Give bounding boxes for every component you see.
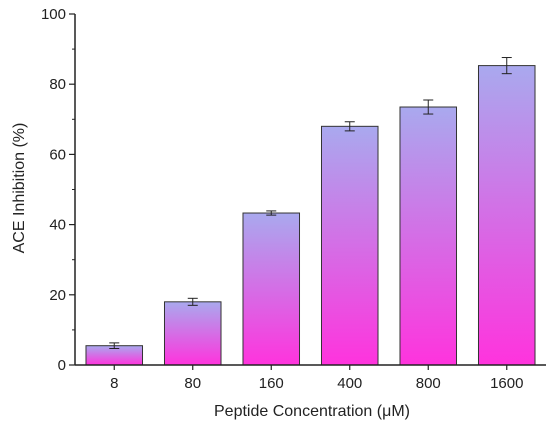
axes-group	[74, 14, 546, 366]
bar-80	[163, 301, 222, 366]
x-tick-label-80: 80	[184, 375, 201, 392]
y-ticks-group: 0 20 40 60 80 100	[41, 6, 75, 374]
y-tick-label-60: 60	[49, 146, 66, 163]
y-tick-label-100: 100	[41, 6, 66, 23]
x-tick-label-800: 800	[416, 375, 441, 392]
error-bars-group	[109, 57, 512, 350]
x-tick-label-8: 8	[110, 375, 118, 392]
bar-400	[320, 125, 379, 366]
bar-1600	[477, 65, 536, 366]
y-tick-label-40: 40	[49, 217, 66, 234]
x-axis-title: Peptide Concentration (μM)	[214, 403, 410, 420]
y-tick-label-80: 80	[49, 76, 66, 93]
x-tick-label-1600: 1600	[490, 375, 523, 392]
bar-160	[242, 212, 301, 366]
bars-group	[85, 65, 536, 366]
y-tick-label-0: 0	[58, 357, 66, 374]
y-axis-title: ACE Inhibition (%)	[11, 123, 28, 254]
x-ticks-group: 8 80 160 400 800 1600	[110, 365, 523, 392]
bar-800	[399, 106, 458, 366]
y-tick-label-20: 20	[49, 287, 66, 304]
x-tick-label-160: 160	[259, 375, 284, 392]
x-tick-label-400: 400	[337, 375, 362, 392]
